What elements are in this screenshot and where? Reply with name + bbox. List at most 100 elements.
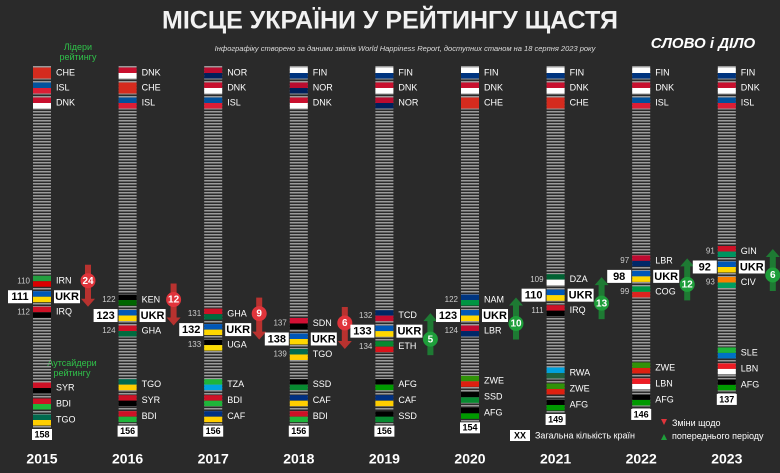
country-code: LBN <box>655 378 673 388</box>
flag <box>375 395 394 401</box>
country-code: DNK <box>484 82 503 92</box>
flag <box>717 368 736 375</box>
country-code: LBR <box>484 325 502 335</box>
flag <box>461 82 479 88</box>
change-value: 24 <box>82 276 94 287</box>
flag <box>461 315 479 322</box>
column-stripe <box>118 66 137 427</box>
flag <box>717 277 736 283</box>
flag <box>118 73 137 79</box>
change-value: 10 <box>510 319 522 330</box>
flag <box>375 341 394 347</box>
flag <box>118 384 137 391</box>
flag <box>375 88 394 94</box>
flag <box>289 411 308 417</box>
flag <box>289 379 308 385</box>
country-code: LBN <box>741 363 759 373</box>
country-code: CIV <box>741 277 756 287</box>
country-code: COG <box>655 286 676 296</box>
flag <box>289 400 308 407</box>
country-code: KEN <box>142 294 161 304</box>
flag <box>118 97 137 103</box>
label-line: рейтингу <box>60 52 97 62</box>
country-code: ZWE <box>484 376 504 386</box>
country-code: IRN <box>56 276 72 286</box>
country-code: BDI <box>227 395 242 405</box>
total-box <box>460 422 480 434</box>
flag <box>204 384 223 391</box>
flag <box>375 331 394 337</box>
neighbor-rank: 139 <box>273 350 287 359</box>
flag <box>289 323 308 329</box>
total-box <box>545 413 566 425</box>
flag <box>118 395 137 401</box>
change-badge <box>166 292 182 308</box>
flag <box>118 88 137 94</box>
country-code: SSD <box>313 379 332 389</box>
flag <box>717 251 736 257</box>
flag <box>289 67 308 73</box>
column-stripe <box>375 66 394 427</box>
country-code: AFG <box>484 408 503 418</box>
flag <box>717 379 736 385</box>
flag <box>33 404 51 410</box>
label-line: попереднього періоду <box>672 431 764 441</box>
flag <box>204 324 223 330</box>
change-value: 6 <box>342 318 348 329</box>
flag <box>375 315 394 322</box>
flag <box>461 375 479 382</box>
year: 2020 <box>454 451 485 467</box>
code-box <box>54 290 80 304</box>
flag <box>546 88 565 94</box>
flag <box>33 97 51 103</box>
flag <box>375 411 394 417</box>
total-box <box>716 393 737 405</box>
year: 2021 <box>540 451 571 467</box>
rank-box <box>521 288 546 302</box>
total-box <box>288 425 309 437</box>
label-line: Аутсайдери <box>47 358 96 368</box>
legend-sample: XX <box>514 430 526 440</box>
country-code: AFG <box>398 379 417 389</box>
rank-box <box>179 323 204 337</box>
flag <box>289 333 308 339</box>
year: 2022 <box>626 451 657 467</box>
flag <box>375 97 394 103</box>
country-code: ISL <box>227 97 241 107</box>
flag <box>204 400 223 407</box>
flag <box>118 379 137 385</box>
rank-box <box>8 290 32 304</box>
change-arrow-head <box>594 277 609 286</box>
flag <box>461 67 479 73</box>
country-code: TCD <box>398 310 417 320</box>
flag <box>118 416 137 423</box>
flag <box>33 296 51 303</box>
flag <box>204 339 223 346</box>
country-code: SYR <box>142 395 161 405</box>
flag <box>632 399 651 406</box>
country-code: FIN <box>484 67 499 77</box>
country-code: ISL <box>56 82 70 92</box>
ukraine-rank: 92 <box>699 261 711 273</box>
flag <box>375 103 394 109</box>
flag <box>118 315 137 322</box>
rank-box <box>93 309 118 323</box>
column-stripe <box>204 66 223 427</box>
label-line: Лідери <box>64 42 92 52</box>
neighbor-rank: 91 <box>706 247 715 256</box>
country-code: FIN <box>741 67 756 77</box>
flag <box>118 331 137 337</box>
total: 156 <box>120 426 135 436</box>
total-box <box>117 425 138 437</box>
country-code: TGO <box>56 414 76 424</box>
country-code: ISL <box>142 97 156 107</box>
country-code: AFG <box>570 399 589 409</box>
country-code: CHE <box>142 82 161 92</box>
country-code: CHE <box>56 67 75 77</box>
ukraine-code: UKR <box>55 291 79 303</box>
change-value: 13 <box>596 298 608 309</box>
flag <box>289 395 308 401</box>
flag <box>461 407 479 414</box>
flag <box>289 384 308 391</box>
